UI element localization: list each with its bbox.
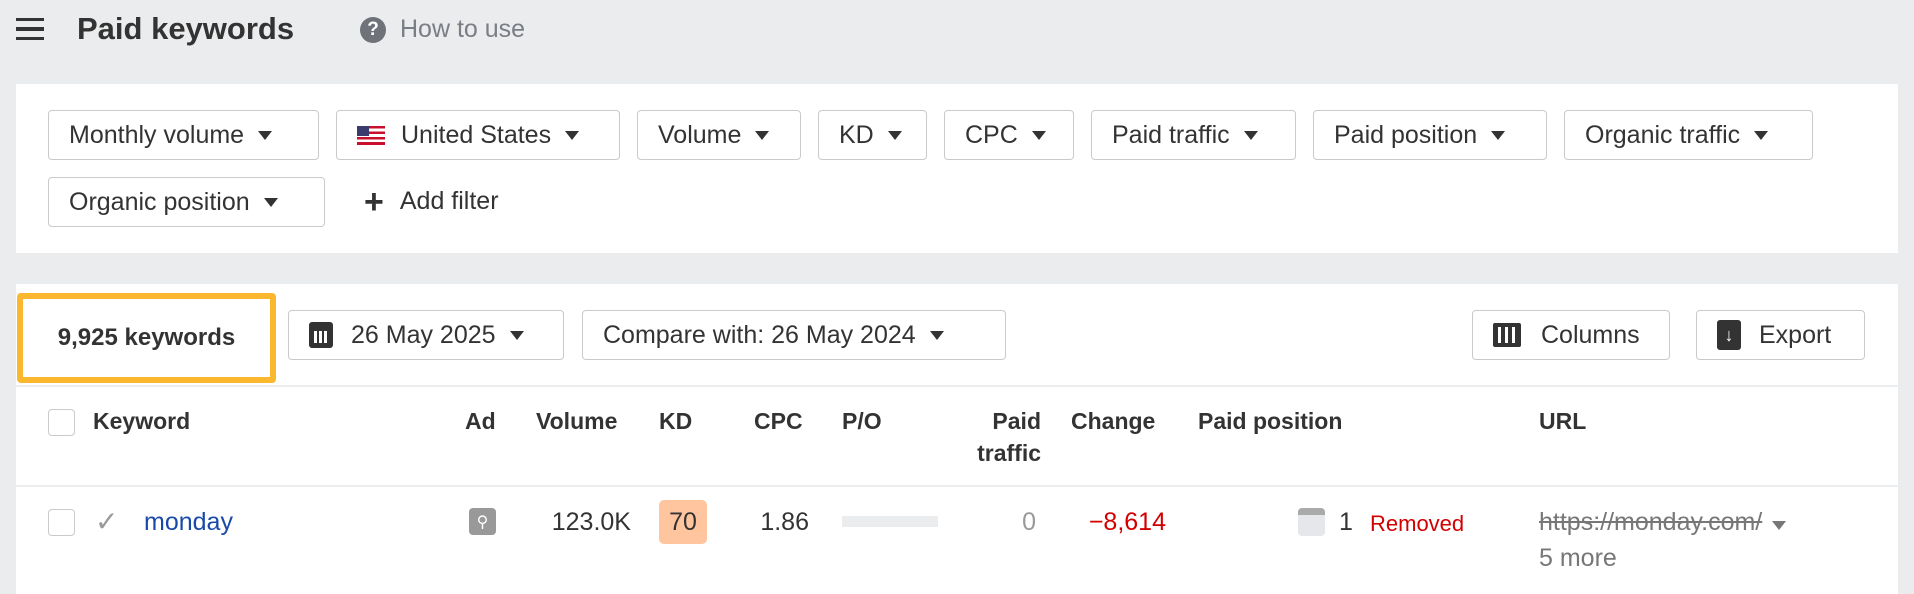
- caret-down-icon: [929, 330, 944, 340]
- add-filter-button[interactable]: + Add filter: [364, 182, 499, 221]
- col-change[interactable]: Change: [1071, 408, 1156, 434]
- filter-paid-traffic[interactable]: Paid traffic: [1091, 110, 1296, 160]
- caret-down-icon: [258, 130, 273, 140]
- filter-cpc[interactable]: CPC: [944, 110, 1074, 160]
- kd-badge: 70: [659, 500, 707, 544]
- caret-down-icon: [887, 130, 902, 140]
- plus-icon: +: [364, 182, 384, 221]
- caret-down-icon: [1491, 130, 1506, 140]
- caret-down-icon: [1243, 130, 1258, 140]
- col-cpc[interactable]: CPC: [754, 408, 803, 434]
- col-po[interactable]: P/O: [842, 408, 882, 434]
- caret-down-icon: [509, 330, 524, 340]
- po-bar: [842, 516, 938, 527]
- volume-value: 123.0K: [551, 508, 631, 536]
- columns-icon: [1493, 323, 1521, 347]
- caret-down-icon[interactable]: [1772, 521, 1787, 530]
- compare-date-picker[interactable]: Compare with: 26 May 2024: [582, 310, 1006, 360]
- col-paid-traffic[interactable]: Paid traffic: [977, 408, 1041, 466]
- menu-icon[interactable]: [16, 18, 44, 40]
- filter-country[interactable]: United States: [336, 110, 620, 160]
- more-urls-link[interactable]: 5 more: [1539, 544, 1617, 572]
- caret-down-icon: [565, 130, 580, 140]
- caret-down-icon: [755, 130, 770, 140]
- row-checkbox[interactable]: [48, 509, 75, 536]
- export-button[interactable]: ↓ Export: [1696, 310, 1865, 360]
- divider: [16, 385, 1898, 387]
- filter-volume[interactable]: Volume: [637, 110, 801, 160]
- serp-feature-icon: [1298, 508, 1325, 536]
- col-volume[interactable]: Volume: [536, 408, 618, 434]
- filter-kd[interactable]: KD: [818, 110, 927, 160]
- col-url[interactable]: URL: [1539, 408, 1587, 434]
- filter-paid-position[interactable]: Paid position: [1313, 110, 1547, 160]
- check-icon: ✓: [95, 506, 119, 537]
- col-ad[interactable]: Ad: [465, 408, 496, 434]
- help-link[interactable]: ? How to use: [360, 15, 525, 44]
- serp-ad-icon[interactable]: ⚲: [469, 508, 496, 535]
- filter-organic-traffic[interactable]: Organic traffic: [1564, 110, 1813, 160]
- paid-traffic-value: 0: [1022, 508, 1036, 536]
- cpc-value: 1.86: [760, 508, 809, 536]
- date-picker[interactable]: 26 May 2025: [288, 310, 564, 360]
- filter-organic-position[interactable]: Organic position: [48, 177, 325, 227]
- columns-button[interactable]: Columns: [1472, 310, 1670, 360]
- col-keyword[interactable]: Keyword: [93, 408, 191, 434]
- caret-down-icon: [1754, 130, 1769, 140]
- calendar-icon: [309, 322, 333, 348]
- select-all-checkbox[interactable]: [48, 409, 75, 436]
- keyword-count-highlight: 9,925 keywords: [17, 293, 276, 383]
- page-title: Paid keywords: [77, 11, 295, 46]
- change-value: −8,614: [1088, 508, 1166, 536]
- paid-position-value: 1: [1339, 508, 1353, 536]
- filter-monthly-volume[interactable]: Monthly volume: [48, 110, 319, 160]
- col-paid-position[interactable]: Paid position: [1198, 408, 1343, 434]
- divider: [16, 485, 1898, 487]
- status-removed: Removed: [1370, 511, 1465, 536]
- us-flag-icon: [357, 125, 385, 145]
- question-icon: ?: [360, 16, 386, 43]
- caret-down-icon: [1031, 130, 1046, 140]
- export-icon: ↓: [1717, 320, 1741, 350]
- caret-down-icon: [263, 197, 278, 207]
- col-kd[interactable]: KD: [659, 408, 693, 434]
- url-link[interactable]: https://monday.com/: [1539, 506, 1787, 538]
- keyword-link[interactable]: monday: [144, 508, 233, 536]
- keyword-count: 9,925 keywords: [57, 324, 236, 351]
